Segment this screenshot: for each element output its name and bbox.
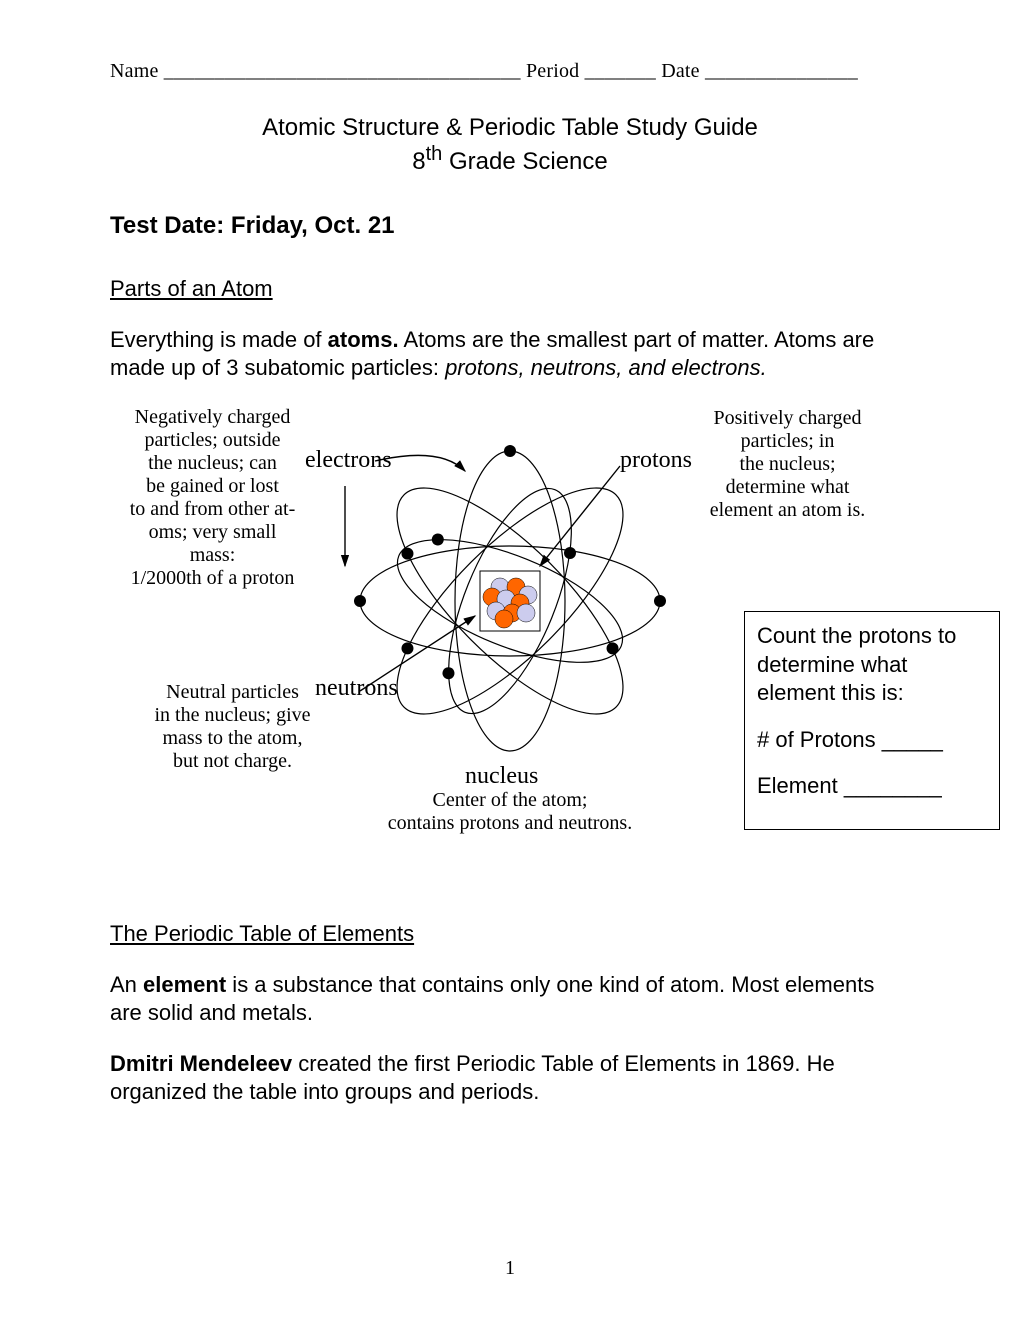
date-blank[interactable]: Date _______________ bbox=[661, 60, 858, 82]
section-heading-periodic-table: The Periodic Table of Elements bbox=[110, 921, 910, 947]
neutrons-desc-text: Neutral particles in the nucleus; give m… bbox=[154, 681, 310, 772]
name-blank[interactable]: Name ___________________________________ bbox=[110, 60, 521, 82]
neutrons-description: Neutral particles in the nucleus; give m… bbox=[150, 681, 315, 773]
answer-box-prompt: Count the protons to determine what elem… bbox=[757, 622, 987, 708]
subtitle-superscript: th bbox=[426, 143, 443, 165]
electrons-description: Negatively charged particles; outside th… bbox=[125, 406, 300, 590]
page-title: Atomic Structure & Periodic Table Study … bbox=[110, 113, 910, 143]
para1-italic-particles: protons, neutrons, and electrons. bbox=[445, 355, 767, 380]
answer-protons-blank[interactable]: # of Protons _____ bbox=[757, 726, 987, 755]
test-date: Test Date: Friday, Oct. 21 bbox=[110, 212, 910, 240]
nucleus-label: nucleus bbox=[465, 763, 538, 790]
protons-label: protons bbox=[620, 447, 692, 474]
section-heading-parts-of-atom: Parts of an Atom bbox=[110, 276, 910, 302]
nucleus-desc-text: Center of the atom; contains protons and… bbox=[388, 789, 632, 834]
header-line: Name ___________________________________… bbox=[110, 60, 910, 83]
electrons-desc-text: Negatively charged particles; outside th… bbox=[130, 406, 296, 589]
subtitle-grade-number: 8 bbox=[412, 148, 425, 175]
protons-desc-text: Positively charged particles; in the nuc… bbox=[710, 407, 866, 521]
nucleus-description: Center of the atom; contains protons and… bbox=[380, 789, 640, 835]
subtitle-suffix: Grade Science bbox=[442, 148, 607, 175]
page-number: 1 bbox=[0, 1257, 1020, 1280]
page-subtitle: 8th Grade Science bbox=[110, 143, 910, 176]
para2-pre: An bbox=[110, 972, 143, 997]
atom-diagram: Negatively charged particles; outside th… bbox=[110, 391, 910, 861]
section2-paragraph2: Dmitri Mendeleev created the first Perio… bbox=[110, 1050, 910, 1105]
page: Name ___________________________________… bbox=[0, 0, 1020, 1320]
period-blank[interactable]: Period _______ bbox=[526, 60, 656, 82]
answer-box: Count the protons to determine what elem… bbox=[744, 611, 1000, 830]
section1-paragraph: Everything is made of atoms. Atoms are t… bbox=[110, 326, 910, 381]
para3-bold-mendeleev: Dmitri Mendeleev bbox=[110, 1051, 292, 1076]
electrons-label: electrons bbox=[305, 447, 392, 474]
section2-paragraph1: An element is a substance that contains … bbox=[110, 971, 910, 1026]
answer-element-blank[interactable]: Element ________ bbox=[757, 772, 987, 801]
neutrons-label: neutrons bbox=[315, 675, 398, 702]
para2-bold-element: element bbox=[143, 972, 226, 997]
para1-pre: Everything is made of bbox=[110, 327, 328, 352]
para1-bold-atoms: atoms. bbox=[328, 327, 399, 352]
protons-description: Positively charged particles; in the nuc… bbox=[700, 407, 875, 522]
